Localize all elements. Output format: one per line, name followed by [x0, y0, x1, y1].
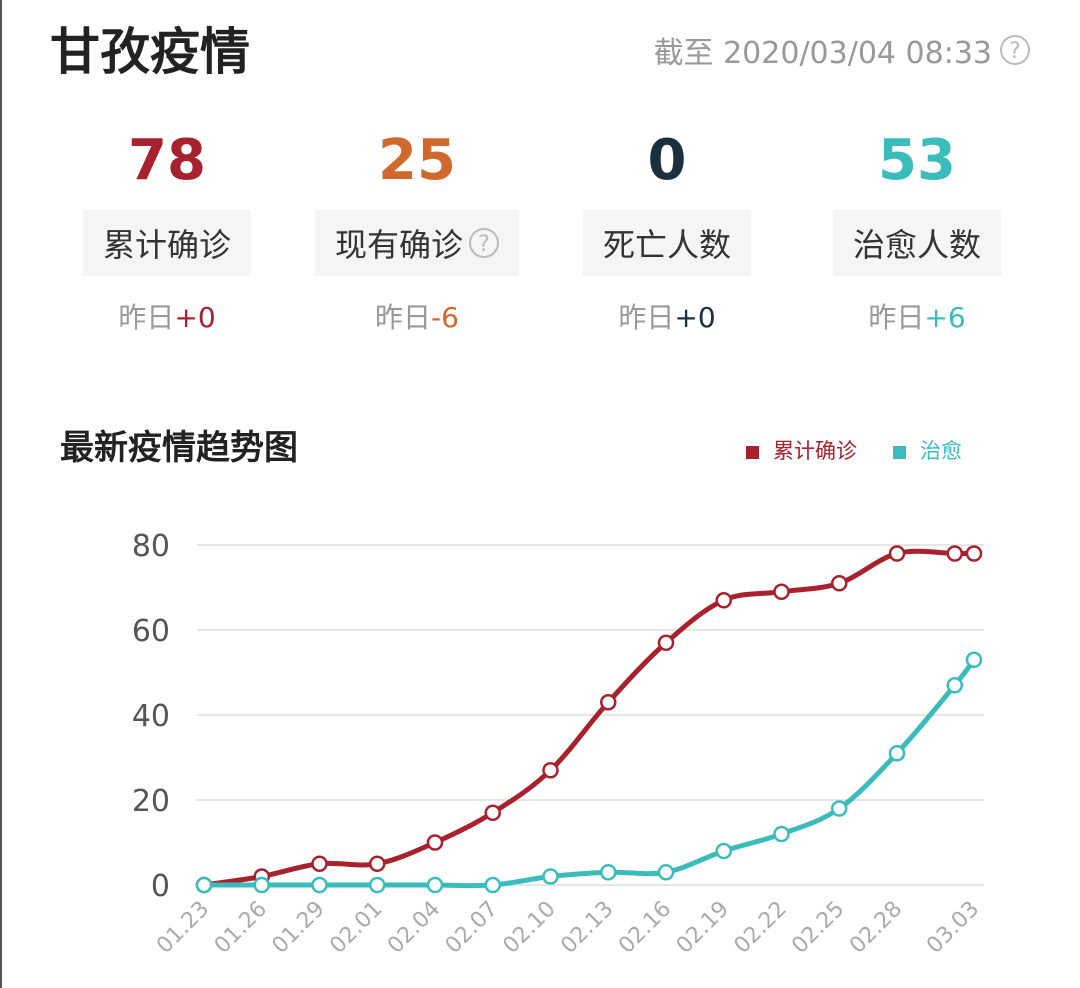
page-title: 甘孜疫情: [50, 23, 250, 81]
update-time: 截至 2020/03/04 08:33?: [654, 28, 1030, 72]
x-tick-label: 02.22: [730, 897, 792, 959]
stat-value: 0: [647, 128, 687, 193]
series-line-0: [203, 548, 975, 888]
data-point[interactable]: [946, 677, 963, 694]
stat-label: 死亡人数: [582, 210, 751, 276]
data-point[interactable]: [773, 825, 790, 843]
stat-card: 0 死亡人数 昨日+0: [542, 128, 792, 336]
data-point[interactable]: [600, 694, 617, 711]
data-point[interactable]: [946, 545, 963, 562]
legend-cured[interactable]: 治愈: [893, 435, 962, 465]
as-of-text: 截至 2020/03/04 08:33: [653, 36, 992, 71]
legend-swatch: [893, 445, 906, 459]
stat-card: 53 治愈人数 昨日+6: [792, 128, 1042, 336]
stat-value: 53: [878, 128, 956, 193]
x-tick-label: 01.26: [210, 897, 272, 959]
stat-label: 治愈人数: [832, 210, 1001, 276]
legend-label: 累计确诊: [773, 439, 857, 463]
data-point[interactable]: [888, 745, 906, 762]
delta-prefix: 昨日: [868, 301, 925, 334]
x-tick-label: 02.16: [614, 897, 676, 959]
y-tick-label: 60: [132, 614, 170, 649]
data-point[interactable]: [542, 868, 559, 885]
data-point[interactable]: [965, 545, 983, 562]
stat-label-text: 累计确诊: [102, 226, 231, 264]
data-point[interactable]: [311, 855, 328, 872]
data-point[interactable]: [831, 575, 848, 592]
chart-legend: 累计确诊 治愈: [746, 435, 962, 465]
x-tick-label: 01.29: [268, 897, 330, 959]
data-point[interactable]: [773, 583, 790, 600]
stat-delta: 昨日+6: [792, 296, 1042, 336]
y-tick-label: 0: [151, 869, 170, 904]
legend-label: 治愈: [920, 439, 962, 463]
data-point[interactable]: [888, 545, 906, 562]
x-tick-label: 02.28: [845, 897, 907, 959]
x-tick-label: 02.10: [499, 897, 561, 959]
legend-confirmed[interactable]: 累计确诊: [746, 435, 857, 465]
stat-delta: 昨日+0: [542, 296, 792, 336]
series-line-1: [203, 658, 977, 889]
stat-label-text: 治愈人数: [852, 226, 981, 264]
x-tick-label: 02.25: [787, 897, 849, 959]
delta-value: +0: [674, 301, 716, 334]
chart-title: 最新疫情趋势图: [60, 428, 298, 468]
delta-prefix: 昨日: [118, 301, 175, 334]
data-point[interactable]: [369, 855, 386, 872]
stat-card: 25 现有确诊? 昨日-6: [292, 128, 542, 336]
data-point[interactable]: [542, 762, 559, 779]
data-point[interactable]: [657, 634, 675, 651]
data-point[interactable]: [965, 651, 983, 668]
legend-swatch: [746, 445, 759, 459]
x-tick-label: 01.23: [152, 897, 214, 959]
delta-value: -6: [431, 301, 459, 334]
stat-delta: 昨日-6: [292, 296, 542, 336]
x-tick-label: 02.01: [325, 897, 387, 959]
x-tick-label: 02.13: [556, 897, 618, 959]
data-point[interactable]: [484, 804, 501, 821]
question-circle-icon[interactable]: ?: [469, 228, 499, 258]
data-point[interactable]: [715, 592, 732, 609]
stat-label-text: 死亡人数: [602, 226, 731, 264]
y-tick-label: 40: [132, 699, 170, 734]
stat-label: 现有确诊?: [314, 210, 519, 276]
y-tick-label: 80: [132, 529, 170, 564]
question-circle-icon[interactable]: ?: [1000, 35, 1030, 65]
delta-value: +6: [924, 301, 966, 334]
y-tick-label: 20: [132, 784, 170, 819]
x-tick-label: 02.04: [383, 897, 445, 959]
data-point[interactable]: [426, 876, 444, 894]
data-point[interactable]: [426, 834, 444, 851]
stat-delta: 昨日+0: [42, 296, 292, 336]
data-point[interactable]: [600, 864, 617, 881]
data-point[interactable]: [831, 800, 848, 817]
stat-label: 累计确诊: [82, 210, 251, 276]
stat-value: 78: [128, 128, 206, 193]
data-point[interactable]: [369, 876, 386, 894]
delta-prefix: 昨日: [618, 301, 675, 334]
stat-value: 25: [378, 128, 456, 193]
stats-row: 78 累计确诊 昨日+0 25 现有确诊? 昨日-6 0 死亡人数 昨日+0 53 治…: [42, 128, 1042, 336]
data-point[interactable]: [311, 876, 328, 894]
data-point[interactable]: [253, 876, 270, 894]
data-point[interactable]: [484, 876, 501, 894]
delta-prefix: 昨日: [375, 301, 432, 334]
stat-card: 78 累计确诊 昨日+0: [42, 128, 292, 336]
x-tick-label: 03.03: [922, 897, 984, 959]
stat-label-text: 现有确诊: [334, 226, 463, 264]
x-tick-label: 02.07: [441, 897, 503, 959]
data-point[interactable]: [195, 876, 213, 894]
x-tick-label: 02.19: [672, 897, 734, 959]
delta-value: +0: [174, 301, 216, 334]
data-point[interactable]: [715, 842, 732, 860]
data-point[interactable]: [657, 864, 675, 881]
